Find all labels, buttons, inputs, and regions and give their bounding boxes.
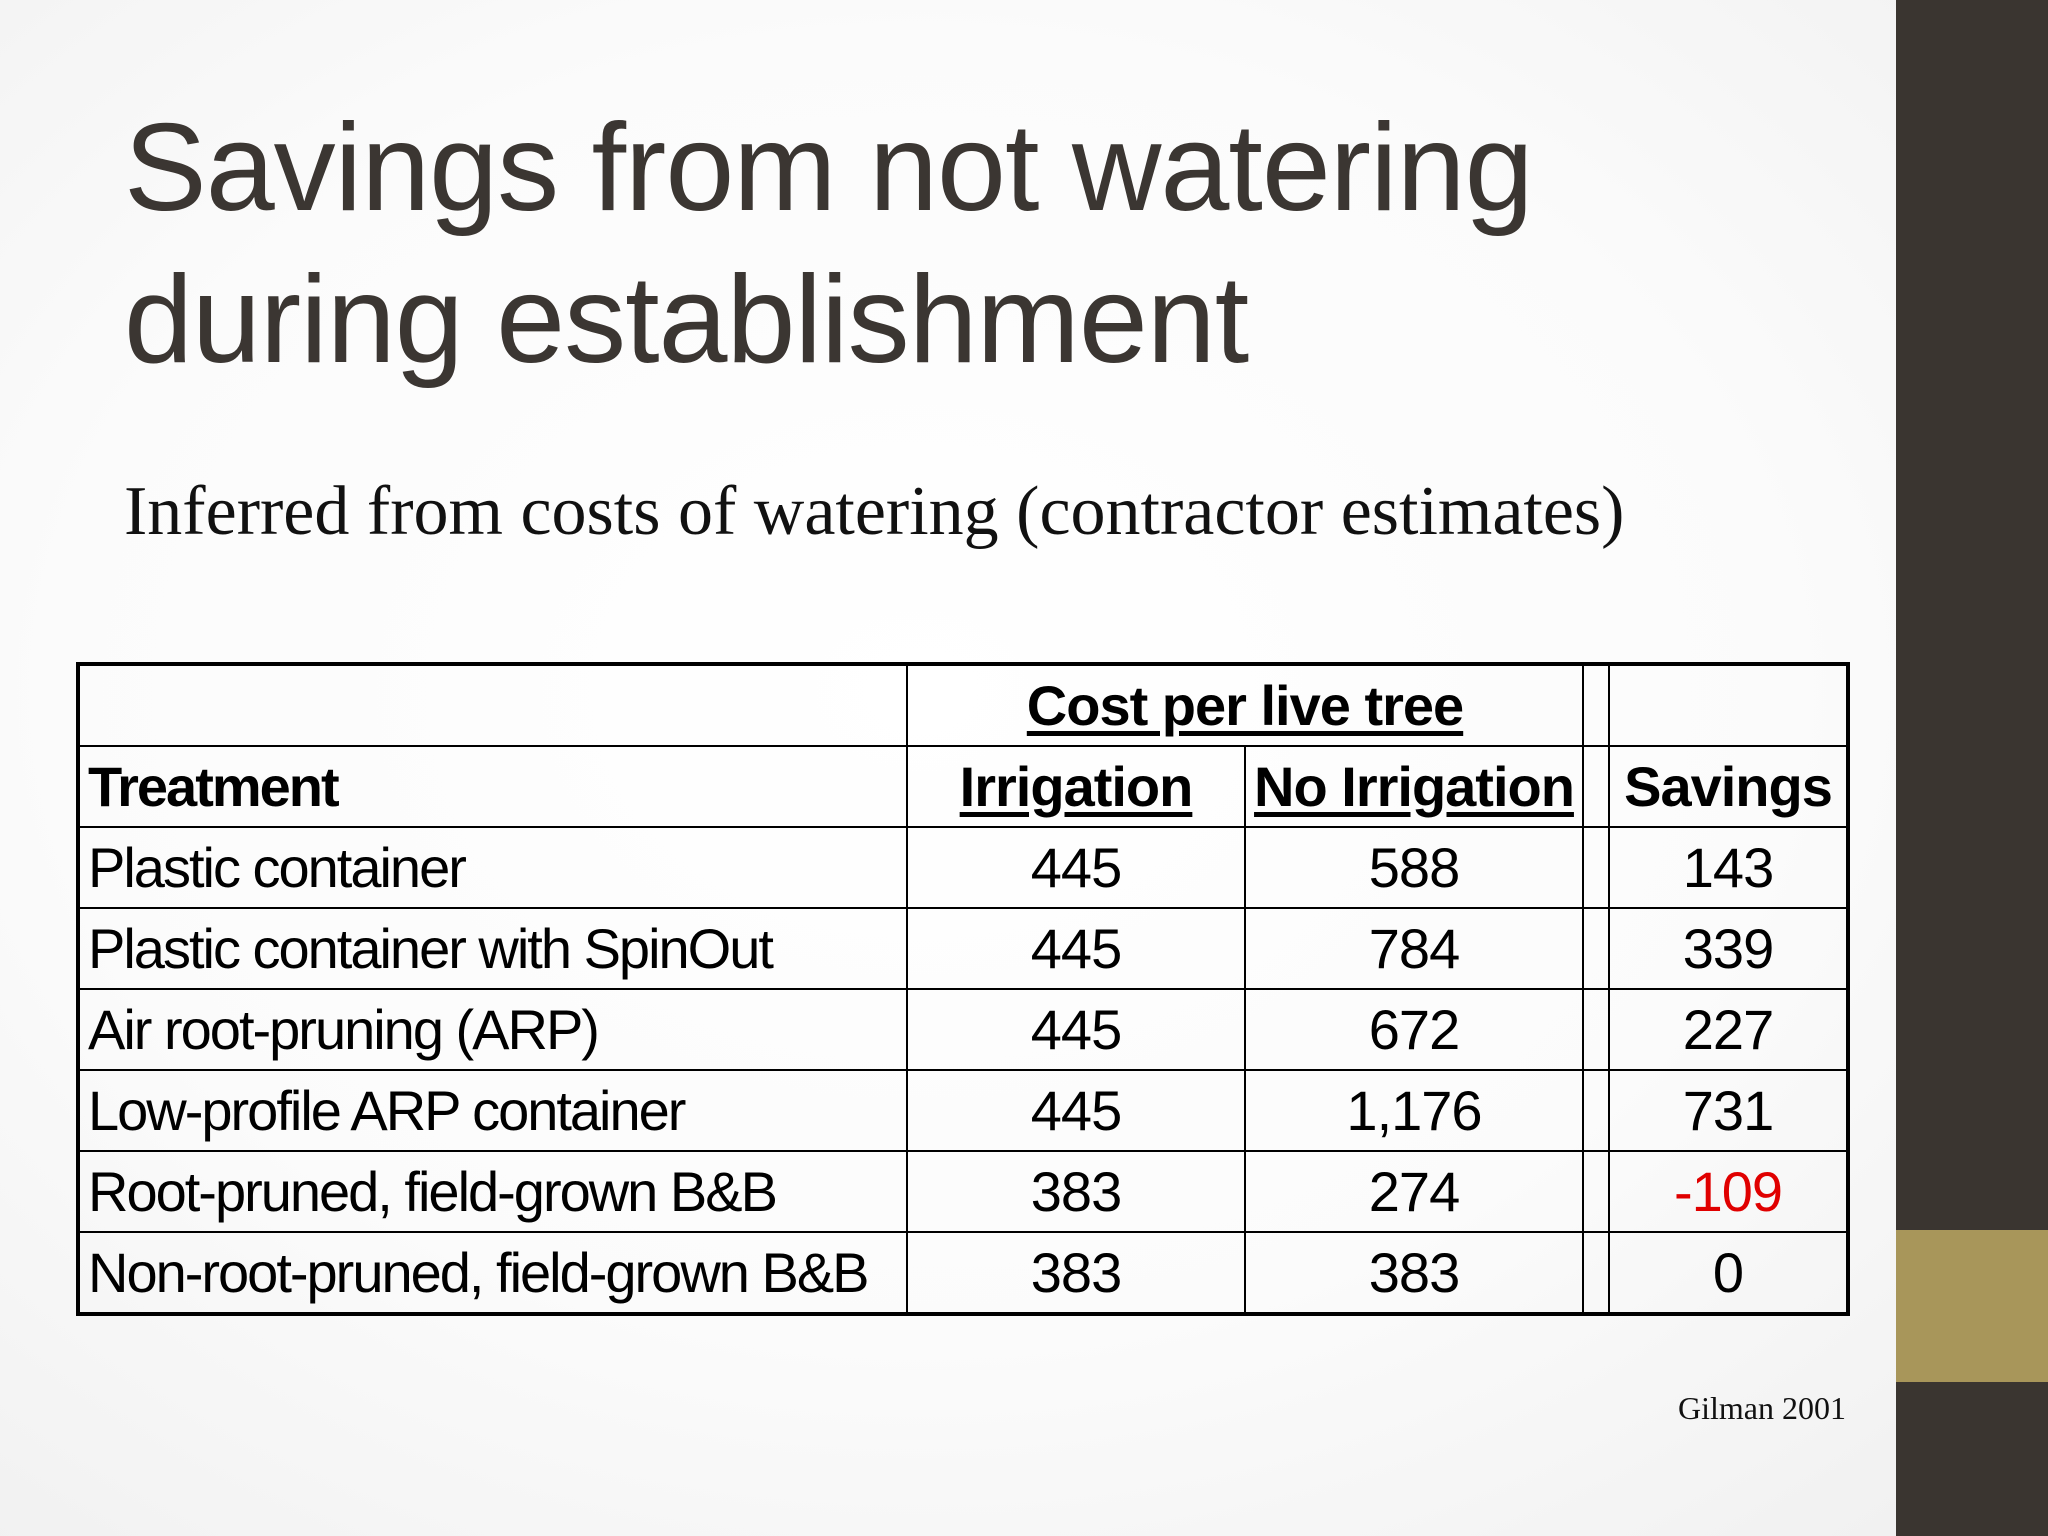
table-row: Low-profile ARP container 445 1,176 731 [77,1069,1849,1152]
savings-cell: 143 [1608,826,1849,909]
header-irrigation-cell: Irrigation [906,745,1246,828]
treatment-cell: Plastic container with SpinOut [77,907,908,990]
gap-cell [1582,1231,1610,1315]
savings-cell: -109 [1608,1150,1849,1233]
treatment-cell: Low-profile ARP container [77,1069,908,1152]
header-no-irrigation: No Irrigation [1254,754,1575,818]
table-header-row: Treatment Irrigation No Irrigation Savin… [77,745,1849,828]
sidebar-accent-block [1896,1230,2048,1382]
treatment-cell: Non-root-pruned, field-grown B&B [77,1231,908,1315]
treatment-cell: Air root-pruning (ARP) [77,988,908,1071]
table-row: Non-root-pruned, field-grown B&B 383 383 0 [77,1231,1849,1315]
gap-cell [1582,907,1610,990]
treatment-cell: Plastic container [77,826,908,909]
table-row: Plastic container with SpinOut 445 784 339 [77,907,1849,990]
gap-cell [1582,988,1610,1071]
header-irrigation: Irrigation [959,754,1194,818]
gap-cell [1582,663,1610,747]
table-row: Plastic container 445 588 143 [77,826,1849,909]
no-irrigation-cell: 672 [1244,988,1584,1071]
no-irrigation-cell: 274 [1244,1150,1584,1233]
title-line-2: during establishment [124,251,1249,389]
gap-cell [1582,1150,1610,1233]
table-group-header-row: Cost per live tree [77,663,1849,747]
citation: Gilman 2001 [1678,1390,1846,1426]
table-row: Air root-pruning (ARP) 445 672 227 [77,988,1849,1071]
empty-savings-header-cell [1608,663,1849,747]
no-irrigation-cell: 588 [1244,826,1584,909]
slide-subtitle: Inferred from costs of watering (contrac… [124,473,1625,550]
gap-cell [1582,1069,1610,1152]
table-row: Root-pruned, field-grown B&B 383 274 -109 [77,1150,1849,1233]
irrigation-cell: 445 [906,826,1246,909]
irrigation-cell: 383 [906,1150,1246,1233]
cost-table: Cost per live tree Treatment Irrigation … [76,662,1850,1316]
no-irrigation-cell: 1,176 [1244,1069,1584,1152]
gap-cell [1582,745,1610,828]
savings-cell: 731 [1608,1069,1849,1152]
group-header-cell: Cost per live tree [906,663,1584,747]
header-treatment: Treatment [77,745,908,828]
treatment-cell: Root-pruned, field-grown B&B [77,1150,908,1233]
irrigation-cell: 383 [906,1231,1246,1315]
irrigation-cell: 445 [906,988,1246,1071]
header-no-irrigation-cell: No Irrigation [1244,745,1584,828]
irrigation-cell: 445 [906,907,1246,990]
no-irrigation-cell: 784 [1244,907,1584,990]
savings-cell: 227 [1608,988,1849,1071]
header-savings: Savings [1608,745,1849,828]
slide: Savings from not watering during establi… [76,92,1850,1426]
savings-cell: 0 [1608,1231,1849,1315]
savings-cell: 339 [1608,907,1849,990]
group-header-label: Cost per live tree [1026,673,1464,737]
slide-title: Savings from not watering during establi… [124,92,1784,396]
title-line-1: Savings from not watering [124,99,1534,237]
no-irrigation-cell: 383 [1244,1231,1584,1315]
irrigation-cell: 445 [906,1069,1246,1152]
gap-cell [1582,826,1610,909]
empty-header-cell [77,663,908,747]
